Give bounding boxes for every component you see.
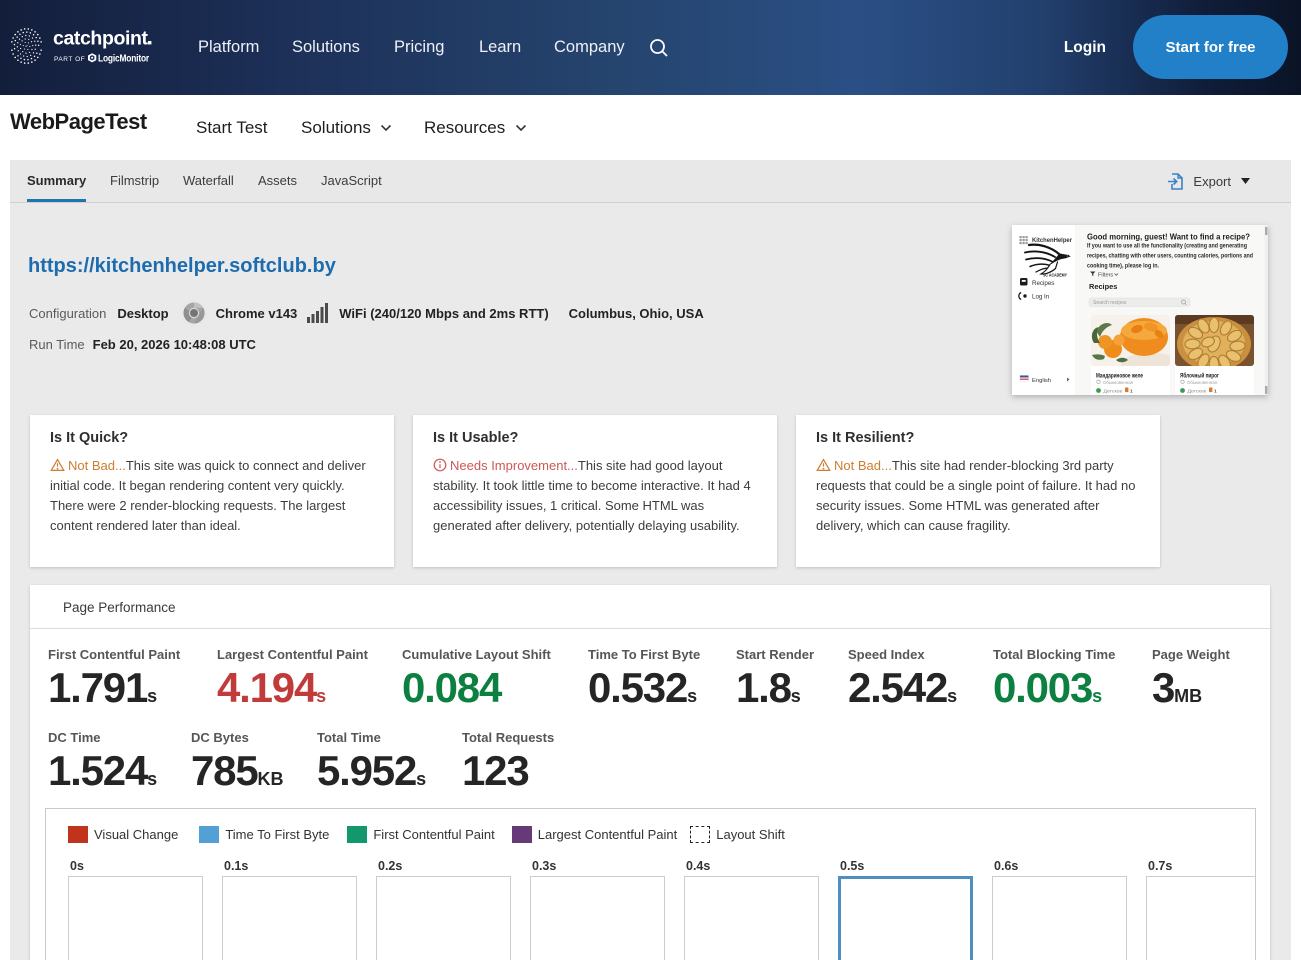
svg-text:PART OF: PART OF xyxy=(54,56,85,63)
svg-text:Recipes: Recipes xyxy=(1032,280,1054,287)
svg-text:SC ACADEMY: SC ACADEMY xyxy=(1043,273,1067,278)
svg-text:Мандариновое желе: Мандариновое желе xyxy=(1096,373,1143,380)
svg-text:KitchenHelper: KitchenHelper xyxy=(1032,237,1073,244)
svg-text:Search recipes: Search recipes xyxy=(1093,300,1127,306)
svg-text:Filters: Filters xyxy=(1098,273,1113,279)
svg-text:Детское: Детское xyxy=(1188,389,1207,395)
svg-text:If you want to use all the fun: If you want to use all the functionality… xyxy=(1087,243,1247,250)
svg-text:Log In: Log In xyxy=(1032,294,1050,301)
svg-text:Яблочный пирог: Яблочный пирог xyxy=(1180,373,1219,380)
svg-text:1: 1 xyxy=(1214,389,1217,395)
svg-text:Обыкновенная: Обыкновенная xyxy=(1187,380,1217,386)
svg-text:Good morning, guest! Want to f: Good morning, guest! Want to find a reci… xyxy=(1087,232,1250,242)
svg-text:Детское: Детское xyxy=(1104,389,1123,395)
svg-text:Обыкновенная: Обыкновенная xyxy=(1103,380,1133,386)
svg-text:catchpoint: catchpoint xyxy=(53,28,148,50)
svg-text:LogicMonitor: LogicMonitor xyxy=(98,54,149,65)
svg-text:cooking time), please log in.: cooking time), please log in. xyxy=(1087,263,1159,270)
svg-text:recipes, chatting with other u: recipes, chatting with other users, coun… xyxy=(1087,253,1253,260)
svg-text:1: 1 xyxy=(1130,389,1133,395)
svg-text:Recipes: Recipes xyxy=(1089,282,1117,291)
svg-text:English: English xyxy=(1032,378,1051,384)
